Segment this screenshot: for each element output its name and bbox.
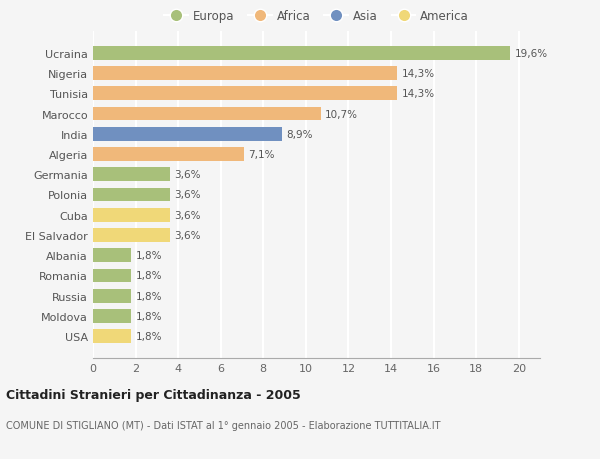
Text: 8,9%: 8,9% [287, 129, 313, 140]
Bar [93, 269, 131, 283]
Bar [93, 188, 170, 202]
Text: 3,6%: 3,6% [174, 190, 200, 200]
Text: 3,6%: 3,6% [174, 170, 200, 180]
Bar [93, 148, 244, 162]
Text: 1,8%: 1,8% [136, 291, 162, 301]
Bar [93, 47, 510, 61]
Text: 14,3%: 14,3% [401, 89, 435, 99]
Text: 1,8%: 1,8% [136, 271, 162, 281]
Text: 14,3%: 14,3% [401, 69, 435, 79]
Text: 7,1%: 7,1% [248, 150, 275, 160]
Text: 1,8%: 1,8% [136, 251, 162, 261]
Bar [93, 309, 131, 323]
Text: 1,8%: 1,8% [136, 331, 162, 341]
Text: 19,6%: 19,6% [514, 49, 548, 59]
Text: 1,8%: 1,8% [136, 311, 162, 321]
Bar [93, 289, 131, 303]
Bar [93, 330, 131, 343]
Bar [93, 249, 131, 263]
Bar [93, 87, 397, 101]
Text: 10,7%: 10,7% [325, 109, 358, 119]
Text: Cittadini Stranieri per Cittadinanza - 2005: Cittadini Stranieri per Cittadinanza - 2… [6, 388, 301, 401]
Text: 3,6%: 3,6% [174, 230, 200, 241]
Legend: Europa, Africa, Asia, America: Europa, Africa, Asia, America [164, 10, 469, 23]
Bar [93, 67, 397, 81]
Bar [93, 229, 170, 242]
Bar [93, 107, 321, 121]
Bar [93, 208, 170, 222]
Text: 3,6%: 3,6% [174, 210, 200, 220]
Bar [93, 128, 283, 141]
Text: COMUNE DI STIGLIANO (MT) - Dati ISTAT al 1° gennaio 2005 - Elaborazione TUTTITAL: COMUNE DI STIGLIANO (MT) - Dati ISTAT al… [6, 420, 440, 430]
Bar [93, 168, 170, 182]
